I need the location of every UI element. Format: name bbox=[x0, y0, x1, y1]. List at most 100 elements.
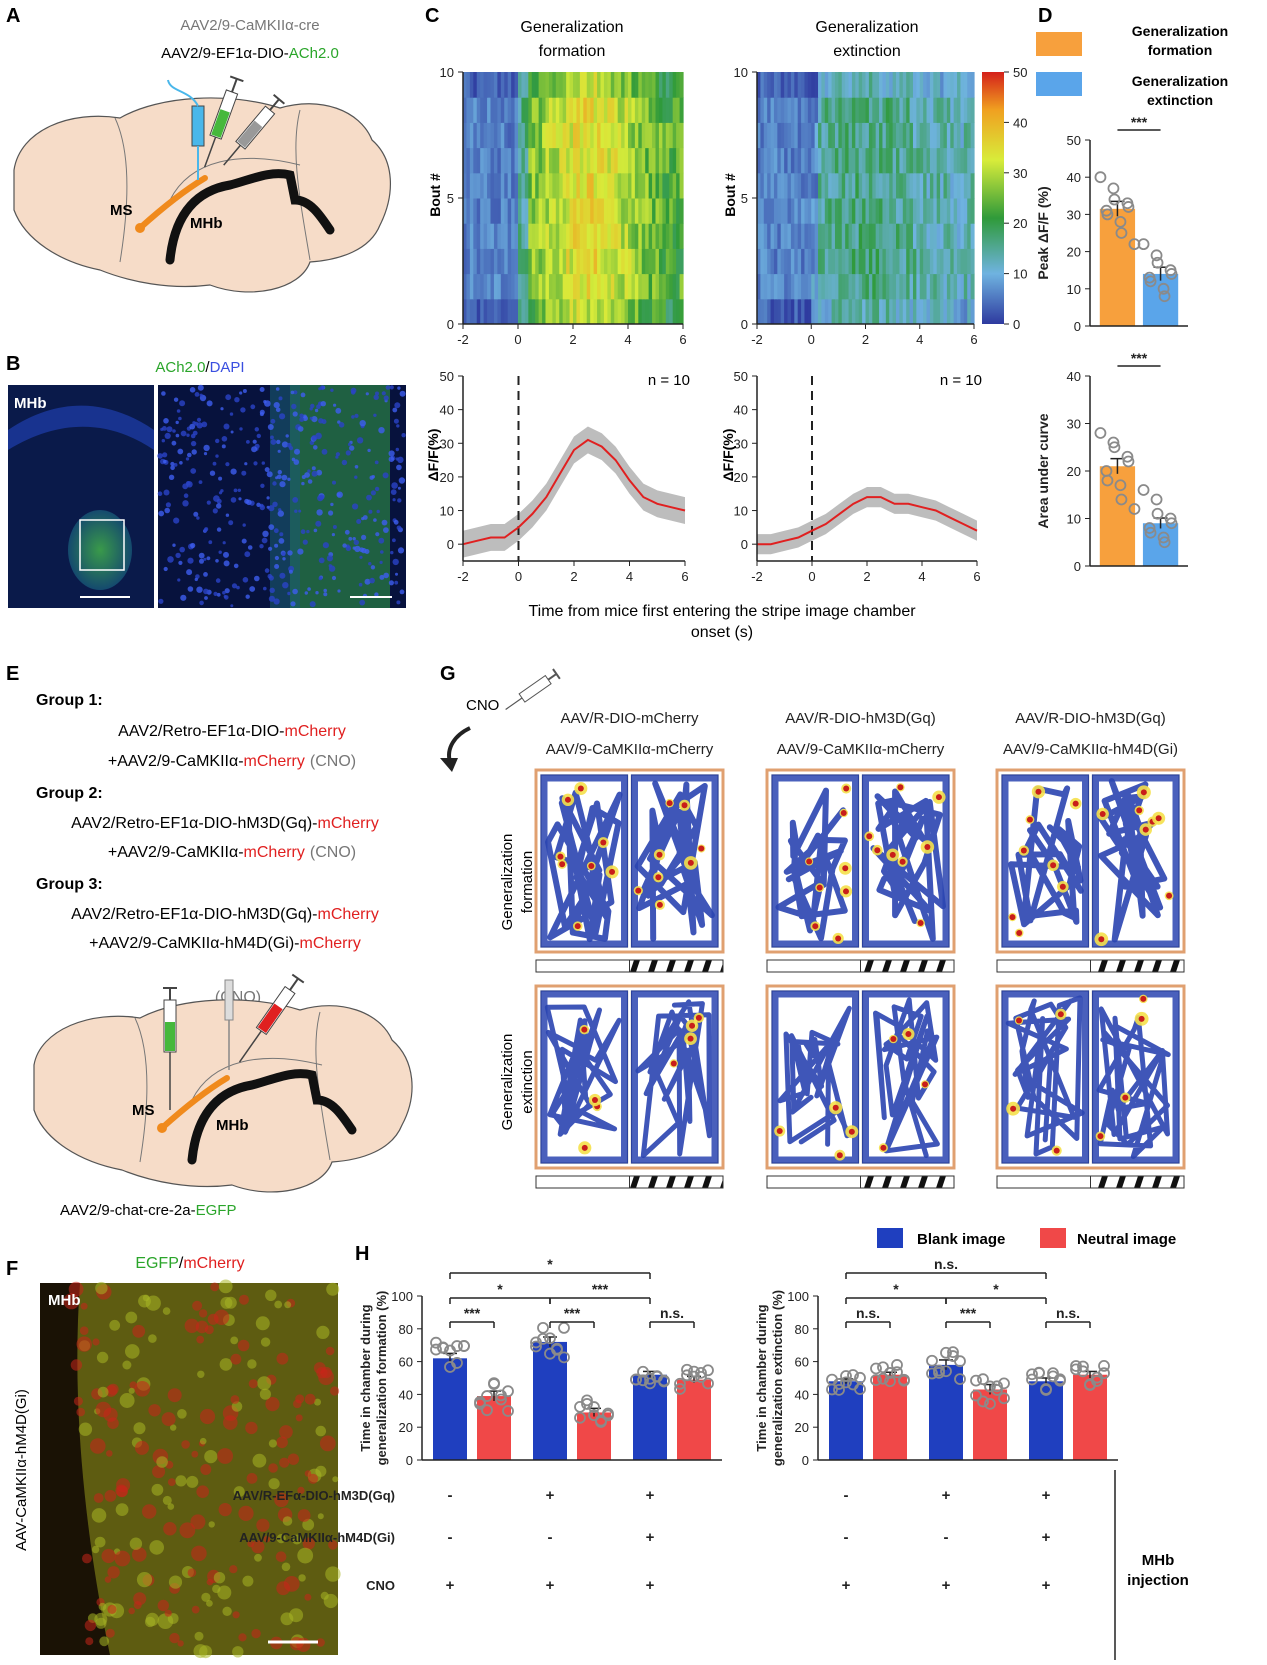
heat-cell bbox=[851, 273, 856, 300]
heat-cell bbox=[916, 122, 921, 149]
data-point bbox=[991, 1384, 1003, 1396]
heat-cell bbox=[906, 147, 911, 174]
heat-cell bbox=[851, 122, 856, 149]
heat-cell bbox=[552, 72, 557, 98]
heat-cell bbox=[617, 172, 622, 199]
y-tick-label: 50 bbox=[734, 369, 748, 384]
heat-cell bbox=[665, 273, 670, 300]
bar bbox=[533, 1341, 567, 1460]
heat-cell bbox=[957, 248, 962, 275]
heat-cell bbox=[936, 223, 941, 249]
heat-cell bbox=[814, 172, 819, 199]
heat-cell bbox=[885, 97, 890, 123]
heat-cell bbox=[896, 97, 901, 123]
sig-label: * bbox=[893, 1281, 899, 1297]
heat-cell bbox=[899, 223, 904, 249]
heat-cell bbox=[950, 97, 955, 123]
treatment-sign: - bbox=[844, 1487, 849, 1504]
heat-cell bbox=[757, 248, 761, 275]
heat-cell bbox=[676, 198, 681, 224]
heat-cell bbox=[892, 273, 897, 300]
heat-cell bbox=[641, 298, 646, 325]
heat-cell bbox=[545, 248, 550, 275]
heat-cell bbox=[569, 223, 574, 249]
heat-cell bbox=[807, 147, 812, 174]
heat-cell bbox=[538, 72, 543, 98]
heat-cell bbox=[521, 298, 526, 325]
heat-cell bbox=[943, 97, 948, 123]
heat-cell bbox=[834, 122, 839, 149]
heat-cell bbox=[583, 223, 588, 249]
heat-cell bbox=[943, 198, 948, 224]
heat-cell bbox=[818, 198, 823, 224]
data-point bbox=[1150, 493, 1163, 506]
heat-cell bbox=[933, 172, 938, 199]
heat-cell bbox=[777, 122, 782, 149]
heat-cell bbox=[500, 248, 505, 275]
heat-cell bbox=[943, 147, 948, 174]
heat-cell bbox=[548, 248, 553, 275]
heat-cell bbox=[858, 198, 863, 224]
heat-cell bbox=[493, 72, 498, 98]
g3-line2: +AAV2/9-CaMKIIα-hM4D(Gi)-mCherry bbox=[89, 935, 361, 952]
heat-cell bbox=[562, 97, 567, 123]
heat-cell bbox=[607, 72, 612, 98]
heat-cell bbox=[831, 198, 836, 224]
y-tick-label: 0 bbox=[447, 317, 454, 332]
colorbar-tick-label: 40 bbox=[1013, 115, 1027, 130]
g-row1-label-2: formation bbox=[519, 851, 536, 914]
heat-cell bbox=[841, 223, 846, 249]
data-point bbox=[826, 1373, 838, 1386]
dwell-spot bbox=[695, 1014, 702, 1021]
heat-cell bbox=[889, 198, 894, 224]
heat-cell bbox=[603, 97, 608, 123]
x-tick-label: -2 bbox=[457, 332, 469, 347]
data-point bbox=[854, 1383, 866, 1396]
heat-cell bbox=[889, 273, 894, 300]
data-point bbox=[488, 1378, 500, 1390]
heat-cell bbox=[773, 122, 778, 149]
heat-cell bbox=[573, 223, 578, 249]
panel-letter-d: D bbox=[1038, 5, 1052, 27]
track-path bbox=[1005, 995, 1085, 1157]
heat-cell bbox=[784, 273, 789, 300]
dwell-spot bbox=[581, 1026, 588, 1033]
legend-swatch-formation bbox=[1036, 32, 1082, 56]
heat-cell bbox=[566, 298, 571, 325]
dwell-spot bbox=[600, 839, 607, 846]
heat-cell bbox=[790, 147, 795, 174]
heat-cell bbox=[631, 198, 636, 224]
dwell-spot bbox=[1136, 807, 1143, 814]
heat-cell bbox=[834, 147, 839, 174]
heat-cell bbox=[957, 147, 962, 174]
heat-cell bbox=[648, 172, 653, 199]
heat-cell bbox=[597, 223, 602, 249]
heat-cell bbox=[950, 122, 955, 149]
stripe-image-bar bbox=[629, 959, 724, 973]
heat-cell bbox=[858, 248, 863, 275]
sig-label: *** bbox=[960, 1305, 977, 1321]
heat-cell bbox=[607, 97, 612, 123]
heat-cell bbox=[614, 72, 619, 98]
heat1-ylabel: Bout # bbox=[427, 173, 443, 217]
heat-cell bbox=[497, 298, 502, 325]
heat-cell bbox=[593, 273, 598, 300]
heat-cell bbox=[865, 298, 870, 325]
x-tick-label: 4 bbox=[624, 332, 631, 347]
heat-cell bbox=[469, 97, 474, 123]
heat-cell bbox=[638, 72, 643, 98]
heat-cell bbox=[848, 72, 853, 98]
data-point bbox=[644, 1377, 656, 1390]
heat-cell bbox=[865, 72, 870, 98]
heat-cell bbox=[476, 97, 481, 123]
treatment-sign: + bbox=[646, 1529, 655, 1546]
colorbar-tick-label: 50 bbox=[1013, 65, 1027, 80]
heat-cell bbox=[824, 147, 829, 174]
track-path bbox=[634, 780, 715, 942]
heat-cell bbox=[801, 97, 806, 123]
heat-cell bbox=[912, 147, 917, 174]
y-tick-label: 80 bbox=[399, 1322, 413, 1337]
heat-cell bbox=[929, 172, 934, 199]
heat-cell bbox=[641, 122, 646, 149]
